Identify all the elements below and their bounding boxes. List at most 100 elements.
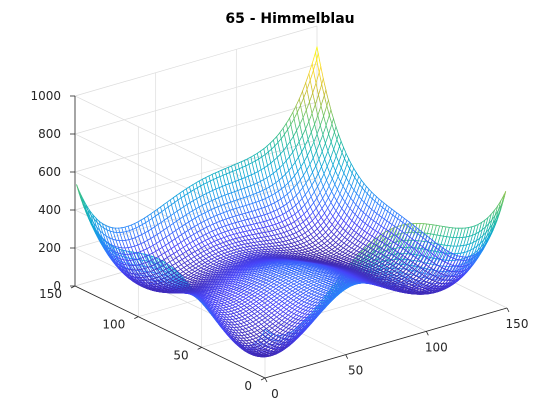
mesh-segment <box>469 239 472 245</box>
mesh-segment <box>492 219 495 225</box>
mesh-segment <box>466 227 470 233</box>
mesh-segment <box>431 224 434 230</box>
mesh-segment <box>366 229 370 234</box>
mesh-segment <box>366 240 370 244</box>
mesh-segment <box>436 251 439 256</box>
mesh-segment <box>502 194 505 199</box>
mesh-segment <box>493 223 496 228</box>
mesh-segment <box>500 205 503 211</box>
mesh-segment <box>486 217 489 223</box>
mesh-segment <box>463 240 466 246</box>
mesh-segment <box>387 246 391 250</box>
mesh-segment <box>494 210 497 216</box>
mesh-segment <box>385 210 389 216</box>
mesh-segment <box>457 262 460 267</box>
mesh-segment <box>399 216 403 222</box>
mesh-segment <box>425 253 428 258</box>
mesh-segment <box>444 275 447 279</box>
mesh-segment <box>424 223 428 230</box>
mesh-segment <box>453 272 456 276</box>
mesh-segment <box>429 253 432 258</box>
mesh-segment <box>463 248 466 253</box>
mesh-segment <box>454 237 457 243</box>
mesh-segment <box>366 216 369 221</box>
mesh-segment <box>382 208 386 214</box>
mesh-segment <box>448 256 452 261</box>
mesh-segment <box>480 243 483 248</box>
axes <box>70 95 510 383</box>
mesh-segment <box>471 241 474 247</box>
mesh-segment <box>467 235 470 242</box>
mesh-segment <box>433 250 436 256</box>
mesh-segment <box>452 268 456 272</box>
mesh-segment <box>377 205 381 211</box>
mesh-segment <box>441 252 444 257</box>
mesh-segment <box>366 200 369 206</box>
mesh-segment <box>472 258 475 262</box>
mesh-segment <box>474 249 477 254</box>
mesh-segment <box>463 227 466 234</box>
mesh-segment <box>378 211 382 216</box>
mesh-segment <box>479 233 482 239</box>
mesh-segment <box>372 225 375 230</box>
mesh-segment <box>410 247 414 252</box>
mesh-segment <box>497 205 501 211</box>
mesh-segment <box>384 240 387 245</box>
mesh-segment <box>440 240 443 245</box>
mesh-segment <box>461 245 465 250</box>
mesh-segment <box>488 231 491 235</box>
mesh-segment <box>456 267 459 272</box>
mesh-segment <box>402 217 405 223</box>
mesh-segment <box>367 234 371 238</box>
mesh-segment <box>375 231 379 236</box>
mesh-segment <box>378 220 381 225</box>
mesh-segment <box>425 249 428 254</box>
mesh-segment <box>481 224 484 231</box>
mesh-segment <box>452 245 455 251</box>
mesh-segment <box>379 200 383 206</box>
y-tick-mark <box>197 346 202 350</box>
mesh-segment <box>453 241 456 247</box>
mesh-segment <box>423 252 427 257</box>
mesh-segment <box>465 256 469 261</box>
mesh-segment <box>485 221 488 228</box>
x-axis-line <box>264 307 508 379</box>
mesh-segment <box>394 222 397 227</box>
mesh-segment <box>494 220 497 225</box>
mesh-segment <box>421 223 424 229</box>
mesh-segment <box>483 239 487 244</box>
mesh-segment <box>492 222 496 227</box>
mesh-segment <box>437 225 441 232</box>
mesh-segment <box>388 212 391 218</box>
mesh-segment <box>495 205 499 209</box>
mesh-segment <box>450 270 453 275</box>
mesh-segment <box>395 218 399 224</box>
mesh-segment <box>370 235 373 240</box>
mesh-segment <box>445 245 448 250</box>
mesh-segment <box>459 274 462 278</box>
mesh-segment <box>369 231 372 235</box>
mesh-segment <box>459 263 463 267</box>
mesh-segment <box>369 191 372 197</box>
mesh-segment <box>448 263 451 268</box>
mesh-segment <box>476 241 479 247</box>
mesh-segment <box>433 229 436 235</box>
mesh-segment <box>404 242 407 247</box>
mesh-segment <box>391 220 395 225</box>
mesh-segment <box>376 223 380 229</box>
mesh-segment <box>451 265 454 270</box>
mesh-segment <box>462 251 465 257</box>
mesh-segment <box>464 236 467 242</box>
mesh-segment <box>401 240 405 245</box>
mesh-segment <box>442 248 446 254</box>
mesh-segment <box>367 195 371 202</box>
mesh-segment <box>488 223 492 229</box>
mesh-segment <box>446 266 450 271</box>
mesh-segment <box>447 226 450 233</box>
mesh-segment <box>472 237 475 243</box>
mesh-segment <box>441 225 444 232</box>
mesh-segment <box>483 235 486 241</box>
mesh-segment <box>450 227 453 234</box>
mesh-segment <box>497 202 500 207</box>
mesh-segment <box>455 265 459 270</box>
